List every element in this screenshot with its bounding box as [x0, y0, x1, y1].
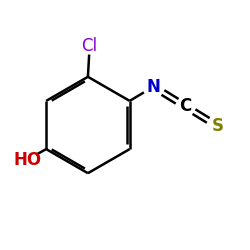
Text: S: S: [212, 117, 224, 135]
Text: Cl: Cl: [81, 37, 97, 55]
Text: N: N: [146, 78, 160, 96]
Text: HO: HO: [13, 150, 42, 168]
Text: C: C: [180, 98, 192, 116]
